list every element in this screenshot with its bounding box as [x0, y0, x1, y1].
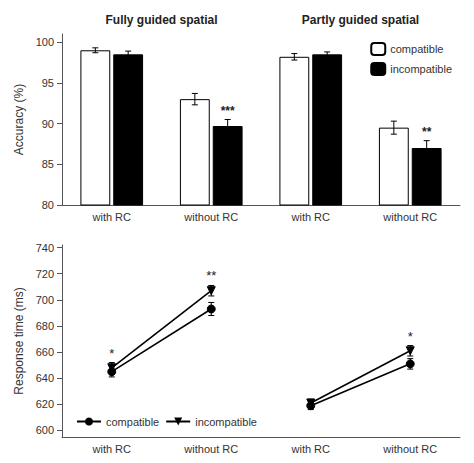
svg-text:without RC: without RC — [183, 443, 238, 455]
svg-text:Partly guided spatial: Partly guided spatial — [302, 13, 419, 27]
svg-text:640: 640 — [36, 372, 54, 384]
svg-text:with RC: with RC — [290, 443, 330, 455]
svg-text:***: *** — [221, 104, 235, 118]
svg-text:*: * — [109, 346, 114, 361]
svg-text:with RC: with RC — [91, 443, 131, 455]
svg-text:incompatible: incompatible — [195, 416, 257, 428]
svg-text:**: ** — [206, 268, 216, 283]
svg-text:620: 620 — [36, 398, 54, 410]
svg-text:740: 740 — [36, 242, 54, 254]
svg-text:without RC: without RC — [382, 443, 437, 455]
svg-text:**: ** — [422, 125, 432, 139]
svg-text:100: 100 — [36, 36, 54, 48]
svg-text:*: * — [408, 329, 413, 344]
svg-text:without RC: without RC — [382, 211, 437, 223]
svg-text:660: 660 — [36, 346, 54, 358]
svg-text:Accuracy (%): Accuracy (%) — [12, 84, 26, 155]
svg-text:with RC: with RC — [290, 211, 330, 223]
svg-text:700: 700 — [36, 294, 54, 306]
svg-text:95: 95 — [42, 77, 54, 89]
svg-text:without RC: without RC — [183, 211, 238, 223]
svg-text:80: 80 — [42, 199, 54, 211]
svg-text:compatible: compatible — [106, 416, 159, 428]
svg-text:with RC: with RC — [91, 211, 131, 223]
svg-text:720: 720 — [36, 268, 54, 280]
svg-text:680: 680 — [36, 320, 54, 332]
svg-text:incompatible: incompatible — [390, 63, 452, 75]
svg-text:compatible: compatible — [390, 43, 443, 55]
svg-text:600: 600 — [36, 424, 54, 436]
svg-text:Fully guided spatial: Fully guided spatial — [105, 13, 217, 27]
svg-text:85: 85 — [42, 158, 54, 170]
svg-text:Response time (ms): Response time (ms) — [12, 287, 26, 394]
svg-text:90: 90 — [42, 118, 54, 130]
